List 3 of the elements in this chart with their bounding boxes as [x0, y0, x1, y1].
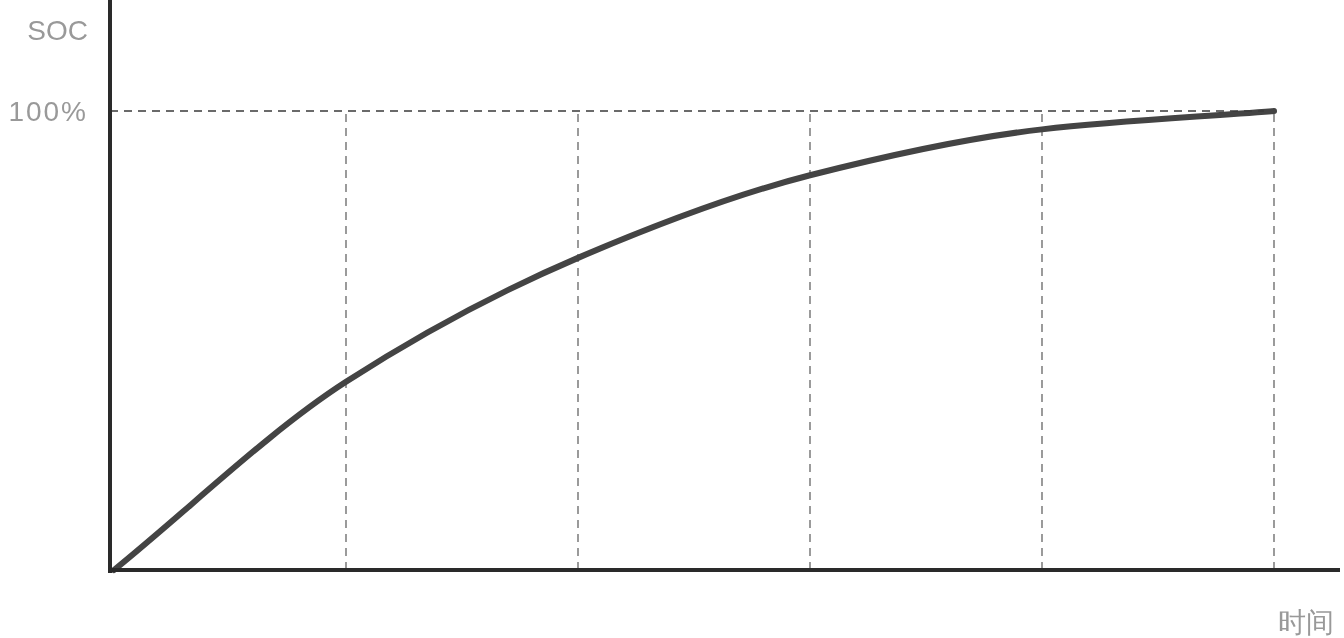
ref-line-label: 100% [8, 96, 88, 127]
x-axis-title: 时间 [1278, 607, 1334, 638]
y-axis-title: SOC [27, 15, 88, 46]
